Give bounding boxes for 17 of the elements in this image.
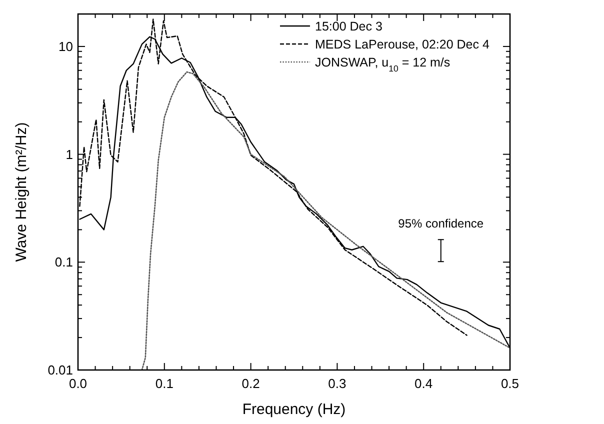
y-tick-label: 0.1 <box>54 254 73 270</box>
line-series <box>141 71 510 370</box>
x-tick-label: 0.2 <box>242 376 260 391</box>
x-tick-label: 0.1 <box>155 376 174 391</box>
legend-label: 15:00 Dec 3 <box>315 19 382 34</box>
y-axis-title: Wave Height (m²/Hz) <box>13 122 30 262</box>
y-tick-label: 1 <box>66 146 73 162</box>
x-tick-label: 0.3 <box>328 376 346 391</box>
y-tick-label: 10 <box>58 39 73 54</box>
annotation: 95% confidence <box>398 216 484 231</box>
legend-label: JONSWAP, u$_{10}$ = 12 m/s <box>315 55 450 74</box>
x-tick-label: 0.5 <box>500 376 520 391</box>
legend-label: MEDS LaPerouse, 02:20 Dec 4 <box>315 37 490 52</box>
x-axis-title: Frequency (Hz) <box>242 401 346 418</box>
x-tick-label: 0.4 <box>414 376 433 391</box>
x-tick-label: 0.0 <box>68 376 88 391</box>
y-tick-label: 0.01 <box>48 362 73 378</box>
